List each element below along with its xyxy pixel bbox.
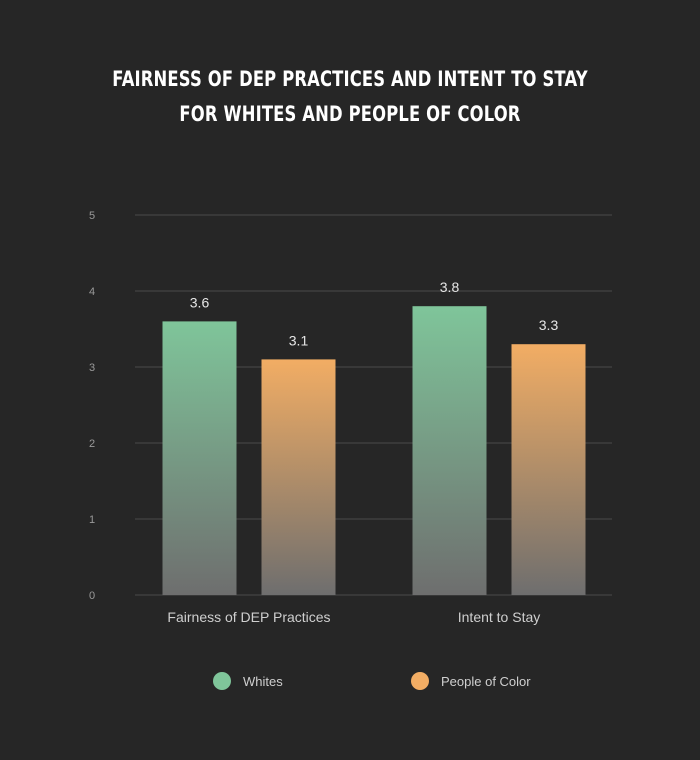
- x-axis-ticks: Fairness of DEP Practices Intent to Stay: [167, 609, 540, 625]
- bar-people-of-color-0: [261, 359, 336, 595]
- y-tick-label: 5: [89, 210, 95, 222]
- bar-chart: 0 1 2 3 4 5 3.6 3.8 3.1 3.3 Fairness of DEP Prac…: [89, 210, 612, 625]
- legend-swatch-people-of-color: [411, 672, 429, 690]
- data-label: 3.6: [190, 294, 210, 310]
- legend-swatch-whites: [213, 672, 231, 690]
- bar-people-of-color-1: [511, 344, 586, 595]
- y-tick-label: 4: [89, 286, 95, 298]
- y-tick-label: 3: [89, 362, 95, 374]
- y-tick-label: 2: [89, 438, 95, 450]
- x-tick-label: Fairness of DEP Practices: [167, 609, 330, 625]
- y-axis-ticks: 0 1 2 3 4 5: [89, 210, 95, 602]
- chart-title: Fairness of DEP Practices and Intent to …: [112, 67, 588, 126]
- y-tick-label: 1: [89, 514, 95, 526]
- bar-whites-1: [412, 306, 487, 595]
- data-label: 3.3: [539, 317, 559, 333]
- y-tick-label: 0: [89, 590, 95, 602]
- bars: [162, 306, 586, 595]
- x-tick-label: Intent to Stay: [458, 609, 541, 625]
- bar-whites-0: [162, 321, 237, 595]
- data-label: 3.1: [289, 332, 309, 348]
- legend-label-people-of-color: People of Color: [441, 673, 531, 689]
- legend-item-whites[interactable]: Whites: [213, 672, 283, 690]
- legend-item-people-of-color[interactable]: People of Color: [411, 672, 531, 690]
- legend: Whites People of Color: [0, 672, 700, 696]
- data-label: 3.8: [440, 279, 460, 295]
- legend-label-whites: Whites: [243, 673, 283, 689]
- data-labels: 3.6 3.8 3.1 3.3: [190, 279, 559, 348]
